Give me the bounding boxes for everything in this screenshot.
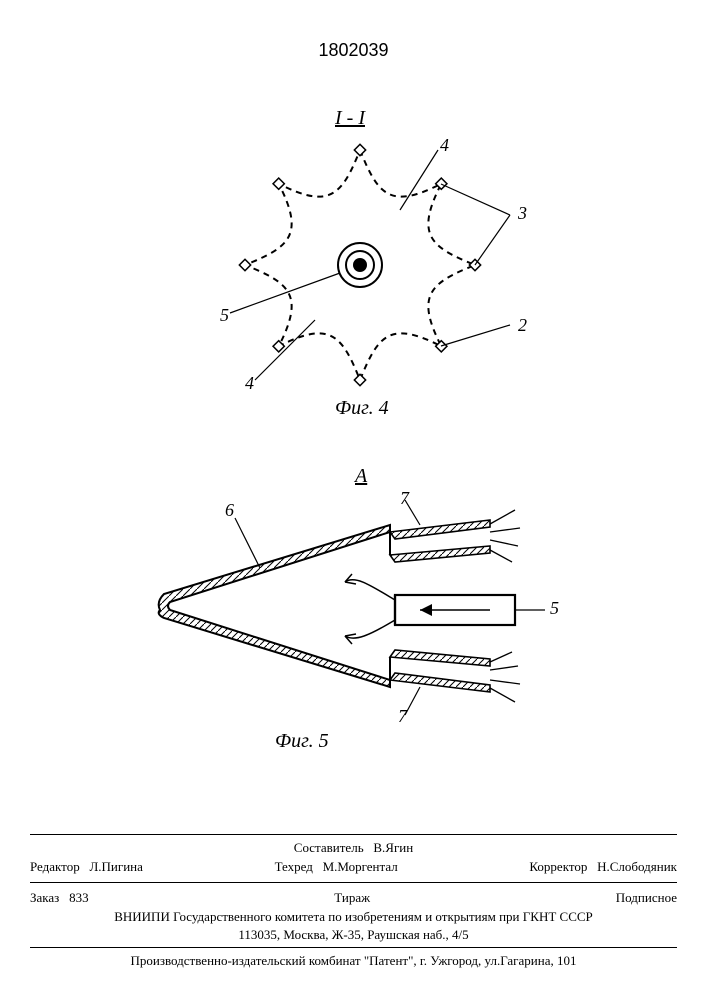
footer-rule-1	[30, 834, 677, 835]
callout-4a: 4	[440, 135, 449, 156]
figure-5-svg	[120, 470, 570, 730]
callout-6: 6	[225, 500, 234, 521]
section-label-fig5: А	[355, 465, 367, 488]
techred-name: М.Моргентал	[323, 859, 398, 874]
callout-7a: 7	[400, 488, 409, 509]
editor-label: Редактор	[30, 859, 80, 874]
callout-4b: 4	[245, 373, 254, 394]
techred-cell: Техред М.Моргентал	[275, 858, 398, 876]
figure-4-caption: Фиг. 4	[335, 397, 389, 420]
techred-label: Техред	[275, 859, 313, 874]
callout-5-fig4: 5	[220, 305, 229, 326]
footer-rule-3	[30, 947, 677, 948]
print-run-label: Тираж	[334, 889, 370, 907]
figure-5: А	[120, 470, 570, 770]
figure-4: I - I	[180, 115, 540, 425]
corrector-name: Н.Слободяник	[597, 859, 677, 874]
credits-row: Редактор Л.Пигина Техред М.Моргентал Кор…	[30, 856, 677, 878]
section-label-fig4: I - I	[335, 107, 365, 130]
figure-4-svg	[180, 115, 540, 405]
compiler-label: Составитель	[294, 840, 364, 855]
footer-block: Составитель В.Ягин Редактор Л.Пигина Тех…	[30, 830, 677, 970]
callout-3: 3	[518, 203, 527, 224]
order-label: Заказ	[30, 890, 59, 905]
corrector-label: Корректор	[529, 859, 587, 874]
org-line-1: ВНИИПИ Государственного комитета по изоб…	[30, 908, 677, 926]
callout-2: 2	[518, 315, 527, 336]
org-line-2: 113035, Москва, Ж-35, Раушская наб., 4/5	[30, 926, 677, 944]
compiler-row: Составитель В.Ягин	[30, 839, 677, 857]
editor-cell: Редактор Л.Пигина	[30, 858, 143, 876]
editor-name: Л.Пигина	[89, 859, 142, 874]
callout-5-fig5: 5	[550, 598, 559, 619]
callout-7b: 7	[398, 706, 407, 727]
figure-5-caption: Фиг. 5	[275, 730, 329, 753]
subscription-label: Подписное	[616, 889, 677, 907]
printer-line: Производственно-издательский комбинат "П…	[30, 952, 677, 970]
compiler-name: В.Ягин	[373, 840, 413, 855]
order-row: Заказ 833 Тираж Подписное	[30, 887, 677, 909]
order-cell: Заказ 833	[30, 889, 89, 907]
footer-rule-2	[30, 882, 677, 883]
corrector-cell: Корректор Н.Слободяник	[529, 858, 677, 876]
order-number: 833	[69, 890, 89, 905]
patent-number: 1802039	[0, 40, 707, 61]
